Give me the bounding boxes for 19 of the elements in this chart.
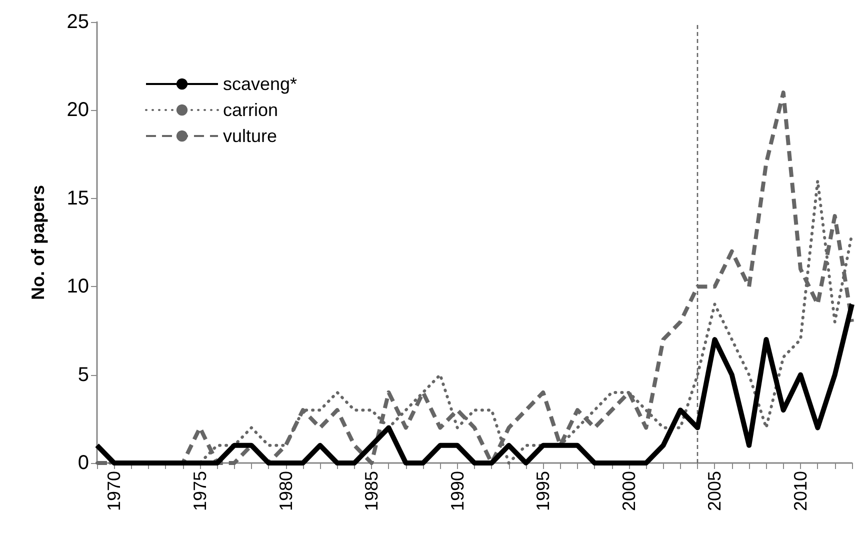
legend-label: scaveng* [223,74,298,94]
y-tick-label: 0 [78,452,89,474]
x-tick-label: 2005 [704,471,725,512]
x-tick-label: 1990 [447,471,468,512]
x-tick-label: 1970 [104,471,124,512]
legend-label: carrion [223,100,278,120]
y-tick-label: 10 [66,276,89,298]
y-tick-label: 20 [66,99,89,122]
x-tick-label: 1975 [190,471,210,512]
x-tick-label: 1980 [276,471,296,512]
x-tick-label: 2010 [790,471,811,512]
y-tick-label: 5 [78,364,89,386]
y-tick-label: 15 [66,187,89,210]
x-tick-label: 1985 [362,471,382,512]
y-tick-label: 25 [66,11,89,33]
x-tick-label: 2000 [618,471,639,512]
x-tick-label: 1995 [533,471,554,512]
y-axis-title: No. of papers [28,184,48,300]
legend-label: vulture [223,126,278,146]
